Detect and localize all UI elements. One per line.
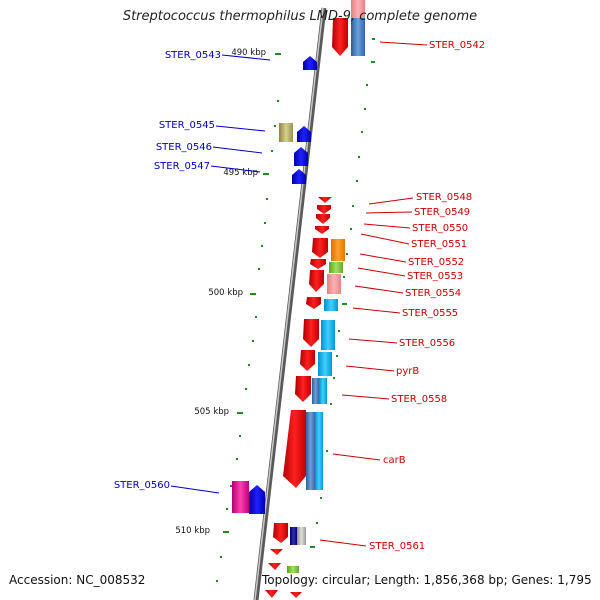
label-ster-0561[interactable]: STER_0561 [369, 541, 425, 552]
topology-text: Topology: circular; Length: 1,856,368 bp… [262, 573, 592, 587]
outer-ring-dots [310, 38, 375, 548]
gene-ster-0560-box[interactable] [232, 481, 249, 513]
gene-ster-0556[interactable] [303, 319, 319, 347]
gene-carb-c[interactable] [315, 412, 323, 490]
gene-ster-0554[interactable] [309, 270, 324, 292]
label-ster-0553[interactable]: STER_0553 [407, 271, 463, 282]
tick-label-505: 505 kbp [194, 407, 229, 417]
label-ster-0556[interactable]: STER_0556 [399, 338, 455, 349]
gene-ster-0553-b[interactable] [329, 262, 343, 273]
label-ster-0558[interactable]: STER_0558 [391, 394, 447, 405]
tick-label-510: 510 kbp [175, 526, 210, 536]
label-ster-0543[interactable]: STER_0543 [165, 50, 221, 61]
label-ster-0560[interactable]: STER_0560 [114, 480, 170, 491]
gene-small-3[interactable] [287, 566, 299, 574]
gene-small-4[interactable] [265, 590, 278, 598]
label-ster-0548[interactable]: STER_0548 [416, 192, 472, 203]
inner-ring-dots [216, 100, 279, 582]
labels-right: STER_0542 STER_0548 STER_0549 STER_0550 … [369, 40, 485, 552]
label-ster-0552[interactable]: STER_0552 [408, 257, 464, 268]
gene-ster-0551[interactable] [315, 226, 329, 234]
gene-ster-0552-b[interactable] [331, 239, 345, 261]
label-ster-0542[interactable]: STER_0542 [429, 40, 485, 51]
gene-ster-0543[interactable] [303, 56, 317, 70]
tick-marks [223, 53, 281, 533]
gene-ster-0549[interactable] [317, 205, 331, 214]
tick-label-500: 500 kbp [208, 288, 243, 298]
label-pyrb[interactable]: pyrB [396, 366, 419, 377]
gene-ster-0542-b[interactable] [351, 18, 365, 56]
leader-lines-left [170, 54, 271, 494]
gene-ster-0550[interactable] [316, 214, 330, 224]
gene-ster-0554-b[interactable] [327, 274, 341, 294]
label-ster-0555[interactable]: STER_0555 [402, 308, 458, 319]
gene-ster-0558-b[interactable] [312, 378, 319, 404]
gene-pyrb[interactable] [300, 350, 315, 371]
label-ster-0547[interactable]: STER_0547 [154, 161, 210, 172]
leader-lines-right [319, 41, 428, 547]
gene-ster-0556-b[interactable] [321, 320, 335, 350]
gene-ster-0545[interactable] [279, 123, 293, 142]
gene-small-2[interactable] [268, 563, 281, 570]
gene-carb-b[interactable] [306, 412, 315, 490]
gene-ster-0547[interactable] [292, 169, 306, 184]
accession-text: Accession: NC_008532 [9, 573, 146, 587]
label-ster-0546[interactable]: STER_0546 [156, 142, 212, 153]
backbone-highlight [254, 7, 324, 600]
tick-labels: 490 kbp 495 kbp 500 kbp 505 kbp 510 kbp [175, 48, 266, 536]
gene-ster-0561-c[interactable] [297, 527, 306, 545]
label-ster-0549[interactable]: STER_0549 [414, 207, 470, 218]
gene-ster-0555-b[interactable] [324, 299, 338, 311]
gene-ster-0553[interactable] [310, 259, 326, 269]
labels-left: STER_0543 STER_0545 STER_0546 STER_0547 … [114, 50, 221, 491]
gene-ster-0555[interactable] [306, 297, 321, 309]
gene-ster-0561-b[interactable] [290, 527, 297, 545]
gene-ster-0560[interactable] [249, 485, 265, 514]
label-ster-0554[interactable]: STER_0554 [405, 288, 461, 299]
label-ster-0551[interactable]: STER_0551 [411, 239, 467, 250]
gene-carb[interactable] [283, 410, 306, 488]
gene-ster-0548[interactable] [318, 197, 332, 203]
gene-ster-0546[interactable] [294, 147, 308, 166]
gene-small-1[interactable] [270, 549, 283, 555]
gene-small-5[interactable] [290, 592, 302, 598]
tick-label-490: 490 kbp [231, 48, 266, 58]
gene-ster-0561[interactable] [273, 523, 288, 543]
map-title: Streptococcus thermophilus LMD-9, comple… [122, 9, 478, 24]
gene-ster-0545-arrow[interactable] [297, 126, 311, 142]
gene-ster-0558[interactable] [295, 376, 311, 402]
gene-ster-0558-c[interactable] [319, 378, 327, 404]
label-carb[interactable]: carB [383, 455, 406, 466]
label-ster-0545[interactable]: STER_0545 [159, 120, 215, 131]
outer-strand-genes [265, 0, 365, 598]
inner-strand-genes [232, 56, 317, 514]
gene-ster-0542[interactable] [332, 18, 348, 56]
gene-pyrb-b[interactable] [318, 352, 332, 376]
gene-ster-0542-top[interactable] [351, 0, 365, 18]
backbone-line [253, 7, 327, 600]
label-ster-0550[interactable]: STER_0550 [412, 223, 468, 234]
gene-ster-0552[interactable] [312, 238, 328, 258]
tick-label-495: 495 kbp [223, 168, 258, 178]
